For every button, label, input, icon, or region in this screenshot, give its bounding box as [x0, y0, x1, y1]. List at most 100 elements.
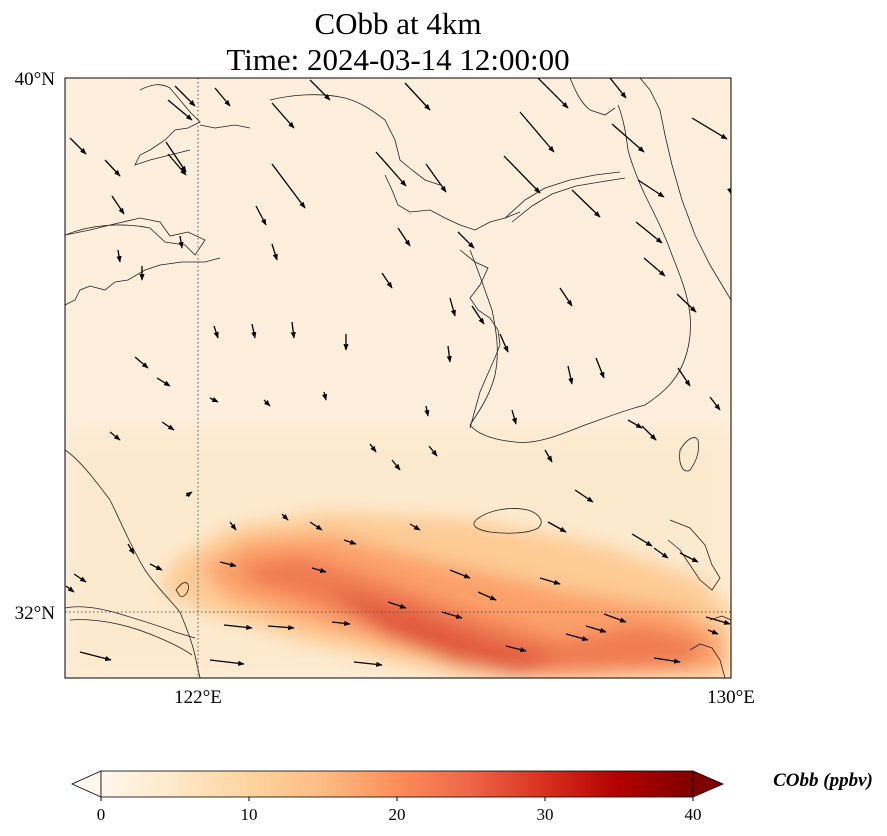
wind-arrow [397, 227, 411, 247]
wind-arrow [109, 431, 121, 441]
wind-arrow [595, 357, 605, 379]
wind-arrow [547, 521, 567, 533]
wind-arrow [73, 573, 87, 583]
wind-arrow [428, 445, 438, 457]
colorbar-extend-low [71, 770, 102, 798]
wind-arrow [631, 533, 653, 547]
colorbar-bar [100, 770, 694, 798]
wind-arrow [134, 356, 149, 369]
wind-arrow [375, 151, 407, 187]
wind-arrow [104, 159, 121, 177]
wind-arrow [322, 391, 328, 401]
wind-arrow [213, 325, 219, 339]
wind-arrow [281, 513, 289, 521]
wind-arrow [209, 397, 219, 403]
wind-arrow [709, 396, 721, 411]
wind-arrow [267, 624, 295, 631]
wind-arrow [641, 425, 657, 441]
wind-arrow [653, 657, 681, 664]
wind-arrow [571, 189, 601, 218]
wind-arrow [65, 585, 75, 593]
wind-arrow [511, 409, 517, 425]
wind-arrow [676, 293, 697, 313]
wind-arrow [214, 87, 231, 107]
wind-arrow [603, 613, 627, 623]
wind-arrow [471, 305, 485, 325]
wind-arrow [477, 591, 497, 601]
wind-arrow [391, 459, 401, 471]
wind-arrow [537, 78, 569, 109]
wind-arrow [290, 321, 296, 339]
colorbar-tick-label: 20 [389, 805, 406, 824]
wind-arrow [178, 235, 184, 249]
map-frame [64, 77, 732, 679]
wind-arrow [271, 243, 278, 261]
wind-arrow [449, 297, 456, 317]
y-tick-32n: 32°N [15, 603, 56, 624]
wind-arrow [691, 117, 728, 140]
wind-arrow [424, 405, 430, 417]
wind-arrow [263, 399, 271, 407]
wind-arrow [404, 82, 431, 111]
wind-arrow [441, 611, 463, 619]
wind-arrow [223, 624, 253, 630]
wind-arrow [167, 99, 193, 121]
wind-arrow [127, 543, 135, 555]
wind-arrow [271, 163, 306, 209]
wind-arrow [643, 257, 666, 277]
wind-arrow [111, 195, 125, 215]
wind-arrow [167, 153, 187, 176]
wind-arrow [567, 365, 574, 385]
wind-arrow [331, 620, 351, 626]
wind-arrow [677, 367, 691, 387]
title-line-1: CObb at 4km [314, 6, 481, 41]
wind-arrow [544, 449, 553, 463]
wind-arrow [381, 272, 393, 289]
wind-arrow [271, 102, 295, 129]
coastlines [65, 78, 731, 678]
wind-arrow [505, 645, 527, 653]
wind-arrow [539, 577, 561, 585]
wind-arrow [503, 155, 541, 194]
wind-arrow [611, 123, 645, 153]
wind-arrow [609, 78, 627, 99]
wind-arrow [705, 616, 731, 625]
wind-arrow [457, 231, 475, 249]
wind-arrow [446, 345, 452, 363]
wind-arrow [343, 539, 357, 545]
x-tick-130e: 130°E [707, 687, 755, 708]
wind-arrow [311, 567, 327, 573]
wind-arrow [679, 552, 699, 563]
wind-arrow [161, 421, 175, 431]
wind-arrow [116, 249, 122, 263]
wind-arrow [519, 111, 555, 153]
wind-arrow [209, 659, 245, 666]
wind-arrow [499, 333, 509, 353]
wind-arrow [425, 163, 447, 193]
wind-arrow [369, 443, 377, 453]
wind-arrow [387, 601, 407, 609]
wind-arrow [156, 377, 171, 387]
wind-vectors [65, 78, 731, 667]
wind-arrow [229, 521, 237, 531]
wind-arrow [574, 489, 594, 503]
wind-arrow [69, 137, 87, 155]
colorbar-tick-label: 40 [685, 805, 702, 824]
wind-arrow [309, 79, 331, 101]
x-tick-122e: 122°E [174, 687, 222, 708]
y-tick-40n: 40°N [15, 69, 56, 90]
wind-arrow [637, 179, 665, 198]
wind-arrow [653, 547, 669, 559]
wind-arrow [165, 141, 187, 173]
wind-arrow [149, 563, 163, 571]
colorbar-extend-high [692, 770, 725, 798]
colorbar: 0 10 20 30 40 CObb (ppbv) [71, 770, 873, 824]
wind-arrow [707, 629, 719, 635]
wind-arrow [409, 523, 421, 531]
wind-arrow [219, 561, 237, 568]
colorbar-tick-label: 30 [537, 805, 554, 824]
map-area [65, 78, 731, 678]
wind-arrow [255, 205, 267, 226]
